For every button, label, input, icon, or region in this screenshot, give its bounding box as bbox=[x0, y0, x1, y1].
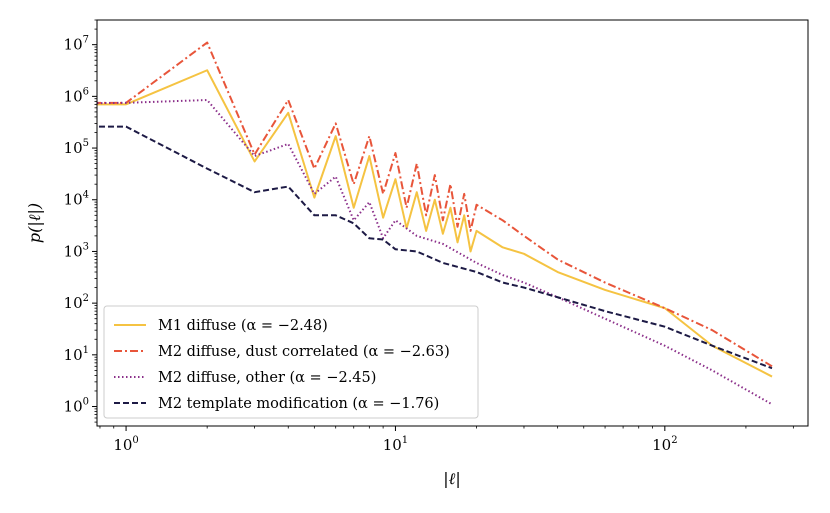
series-line-2 bbox=[97, 41, 773, 368]
legend-label-2: M2 diffuse, dust correlated (α = −2.63) bbox=[158, 344, 450, 360]
legend-box bbox=[103, 305, 479, 419]
legend-label-3: M2 diffuse, other (α = −2.45) bbox=[158, 370, 376, 386]
plot-frame bbox=[96, 19, 809, 427]
y-tick-label: 100 bbox=[64, 397, 89, 416]
legend: M1 diffuse (α = −2.48) M2 diffuse, dust c… bbox=[103, 305, 479, 419]
legend-label-1: M1 diffuse (α = −2.48) bbox=[158, 318, 328, 334]
x-tick-label: 102 bbox=[652, 435, 677, 454]
y-tick-label: 107 bbox=[64, 35, 89, 54]
x-tick-label: 101 bbox=[383, 435, 408, 454]
y-tick-label: 104 bbox=[64, 190, 89, 209]
y-axis-label: p(|ℓ|) bbox=[25, 203, 44, 243]
x-tick-label: 100 bbox=[113, 435, 138, 454]
y-tick-label: 106 bbox=[64, 86, 89, 105]
series-line-4 bbox=[97, 125, 773, 370]
y-tick-label: 101 bbox=[64, 345, 89, 364]
y-tick-label: 103 bbox=[64, 241, 89, 260]
series-line-1 bbox=[97, 69, 773, 378]
y-tick-label: 105 bbox=[64, 138, 89, 157]
x-axis-label: |ℓ| bbox=[443, 469, 460, 488]
y-tick-label: 102 bbox=[64, 293, 89, 312]
legend-label-4: M2 template modification (α = −1.76) bbox=[158, 396, 439, 412]
